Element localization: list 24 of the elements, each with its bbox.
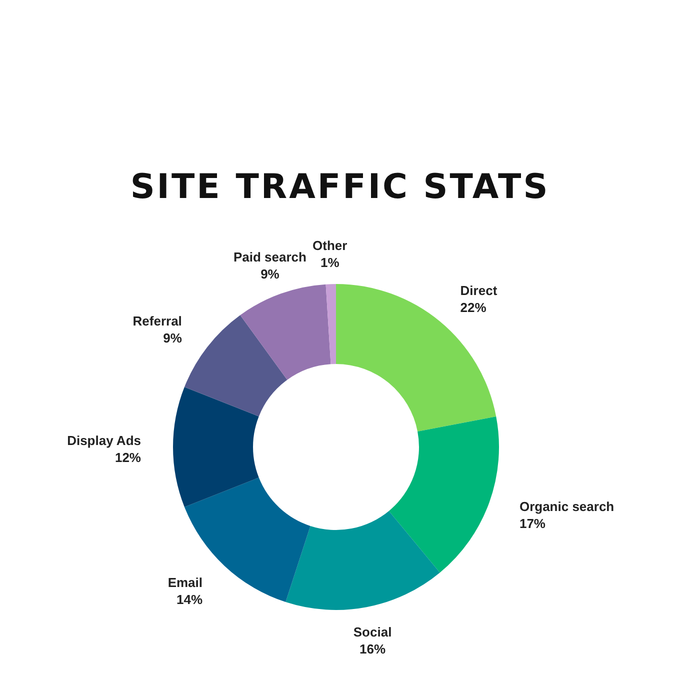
data-label: 16%: [360, 642, 386, 657]
data-label: 9%: [260, 266, 280, 282]
data-label: 14%: [176, 592, 203, 608]
donut-slice: [326, 284, 336, 364]
slice-label: Email: [168, 575, 203, 590]
donut-slice: [336, 284, 496, 432]
donut-slice: [173, 386, 259, 508]
data-label: 12%: [114, 450, 142, 465]
chart-title: SITE TRAFFIC STATS: [130, 167, 550, 207]
data-label: 1%: [320, 255, 340, 270]
data-label: 9%: [163, 330, 182, 346]
data-label: 17%: [519, 516, 546, 532]
data-label: 22%: [460, 300, 487, 315]
slice-label: Other: [312, 238, 348, 254]
donut-slice: [240, 284, 331, 380]
donut-slice: [388, 416, 499, 573]
donut-slice: [286, 510, 440, 610]
donut-slice: [184, 315, 288, 416]
slice-label: Direct: [460, 282, 498, 298]
slice-label: Referral: [132, 313, 182, 328]
slice-label: Display Ads: [67, 433, 141, 448]
slice-label: Paid search: [233, 250, 306, 265]
slice-label: Organic search: [519, 499, 614, 514]
slice-label: Social: [353, 624, 392, 640]
